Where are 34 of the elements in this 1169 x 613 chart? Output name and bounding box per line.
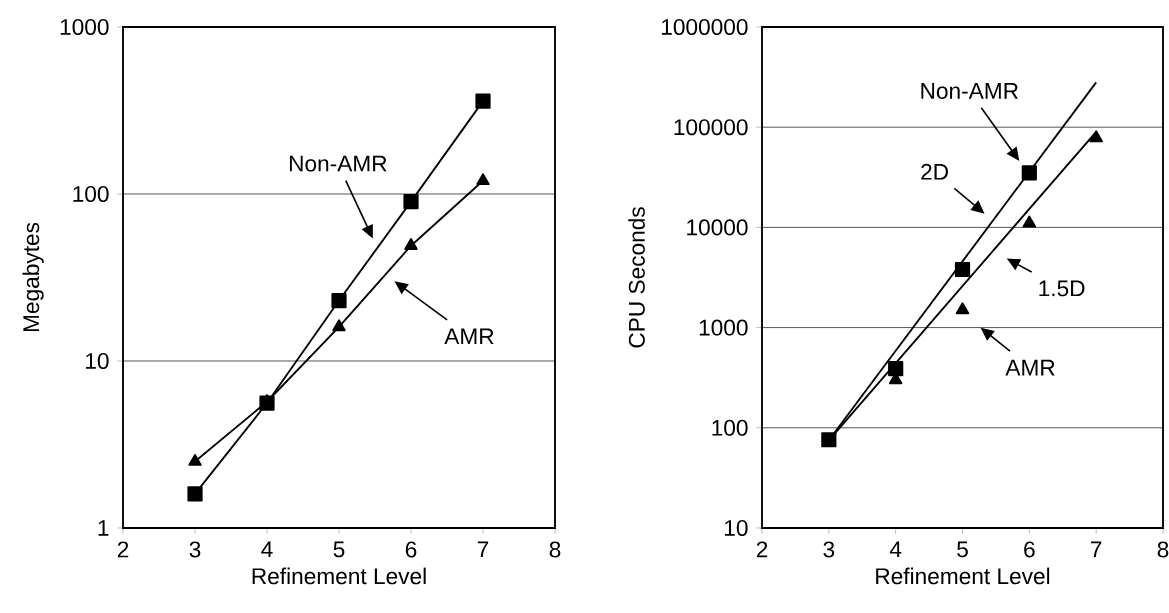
x-axis-title: Refinement Level bbox=[252, 567, 426, 585]
annotation: AMR bbox=[1005, 359, 1055, 376]
x-tick-label: 8 bbox=[549, 541, 561, 558]
x-axis-title: Refinement Level bbox=[876, 567, 1050, 585]
x-tick-label: 4 bbox=[261, 541, 273, 558]
y-tick-label: 10 bbox=[725, 519, 748, 537]
x-tick-label: 7 bbox=[1091, 541, 1102, 558]
annotation: Non-AMR bbox=[921, 83, 1018, 99]
y-tick-label: 1000 bbox=[699, 319, 748, 336]
x-tick-label: 3 bbox=[823, 541, 835, 558]
y-tick-label: 100 bbox=[73, 185, 109, 203]
x-tick-label: 7 bbox=[477, 541, 489, 558]
y-tick-label: 1 bbox=[98, 520, 109, 536]
y-tick-label: 1000 bbox=[60, 18, 109, 36]
annotation: 1.5D bbox=[1039, 280, 1085, 297]
x-tick-label: 2 bbox=[117, 541, 129, 558]
x-tick-label: 2 bbox=[756, 541, 768, 558]
y-tick-label: 10 bbox=[86, 352, 109, 370]
annotation: Non-AMR bbox=[289, 155, 387, 172]
x-tick-label: 4 bbox=[889, 541, 902, 558]
x-tick-label: 6 bbox=[405, 541, 417, 558]
y-axis-title: Megabytes bbox=[22, 222, 44, 332]
x-tick-label: 5 bbox=[957, 541, 968, 558]
y-tick-label: 100000 bbox=[674, 119, 748, 136]
y-tick-label: 1000000 bbox=[661, 18, 748, 36]
x-tick-label: 5 bbox=[333, 541, 345, 558]
x-tick-label: 3 bbox=[189, 541, 201, 558]
x-tick-label: 8 bbox=[1157, 541, 1169, 558]
y-tick-label: 100 bbox=[712, 419, 748, 436]
annotation: 2D bbox=[921, 163, 948, 180]
y-axis-title: CPU Seconds bbox=[628, 207, 645, 348]
annotation: AMR bbox=[444, 328, 494, 345]
x-tick-label: 6 bbox=[1024, 541, 1035, 558]
y-tick-label: 10000 bbox=[687, 219, 748, 236]
